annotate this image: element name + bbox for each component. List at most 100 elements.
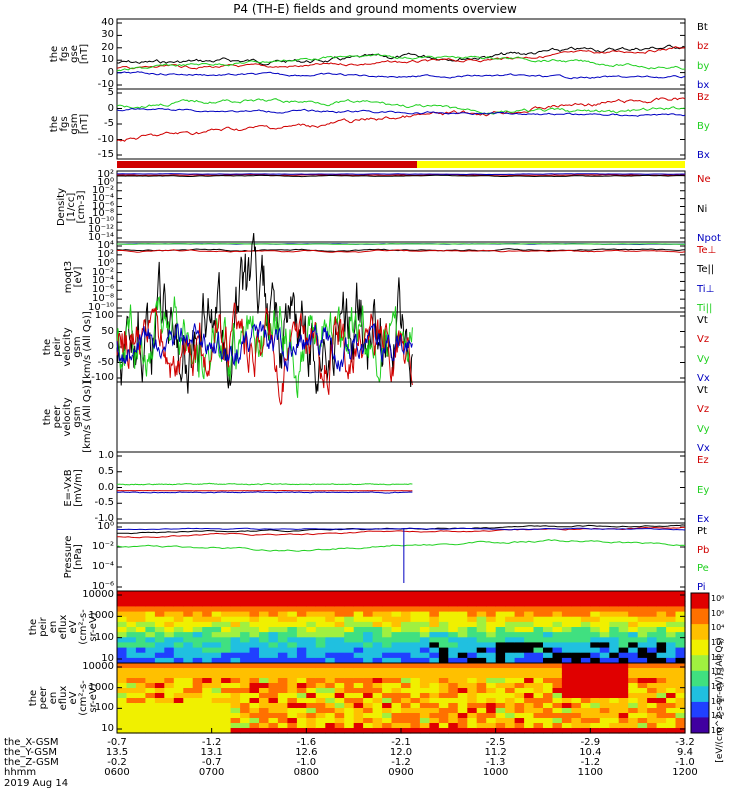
spectrogram-cell xyxy=(401,698,412,704)
spectrogram-cell xyxy=(495,616,506,623)
spectrogram-cell xyxy=(183,647,194,654)
spectrogram-cell xyxy=(154,621,165,628)
spectrogram-cell xyxy=(391,683,402,689)
y-tick-label: 10 xyxy=(101,653,114,664)
y-tick-label: 10⁰ xyxy=(97,521,114,532)
spectrogram-cell xyxy=(353,698,364,704)
spectrogram-cell xyxy=(675,591,686,597)
spectrogram-cell xyxy=(467,718,478,724)
spectrogram-cell xyxy=(315,708,326,714)
spectrogram-cell xyxy=(183,637,194,643)
spectrogram-cell xyxy=(647,688,658,694)
spectrogram-cell xyxy=(580,703,591,709)
spectrogram-cell xyxy=(173,596,184,602)
spectrogram-cell xyxy=(277,688,288,694)
x-tick-label-z-gsm: -1.3 xyxy=(485,757,506,768)
spectrogram-cell xyxy=(438,693,449,699)
spectrogram-cell xyxy=(259,668,270,674)
spectrogram-cell xyxy=(173,693,184,699)
spectrogram-cell xyxy=(192,728,203,734)
spectrogram-cell xyxy=(117,668,128,674)
spectrogram-cell xyxy=(145,718,156,724)
spectrogram-cell xyxy=(126,637,137,643)
spectrogram-cell xyxy=(202,601,213,607)
spectrogram-cell xyxy=(164,718,175,724)
spectrogram-cell xyxy=(429,708,440,714)
spectrogram-cell xyxy=(230,627,241,633)
series-Pe xyxy=(116,539,686,552)
spectrogram-cell xyxy=(419,647,430,654)
spectrogram-cell xyxy=(117,611,128,618)
spectrogram-cell xyxy=(173,591,184,597)
spectrogram-cell xyxy=(372,723,383,729)
spectrogram-cell xyxy=(372,663,383,669)
spectrogram-cell xyxy=(382,693,393,699)
spectrogram-cell xyxy=(543,703,554,709)
spectrogram-cell xyxy=(401,683,412,689)
spectrogram-cell xyxy=(467,673,478,679)
spectrogram-cell xyxy=(533,621,544,628)
spectrogram-cell xyxy=(561,657,572,664)
spectrogram-cell xyxy=(429,673,440,679)
spectrogram-cell xyxy=(495,713,506,719)
spectrogram-cell xyxy=(637,713,648,719)
spectrogram-cell xyxy=(618,673,629,679)
spectrogram-cell xyxy=(448,663,459,669)
spectrogram-cell xyxy=(382,673,393,679)
y-tick-label: -10 xyxy=(97,133,114,145)
spectrogram-cell xyxy=(647,683,658,689)
spectrogram-cell xyxy=(372,678,383,684)
spectrogram-cell xyxy=(126,606,137,613)
spectrogram-cell xyxy=(135,606,146,613)
spectrogram-cell xyxy=(344,606,355,613)
spectrogram-cell xyxy=(410,708,421,714)
spectrogram-cell xyxy=(202,596,213,602)
spectrogram-cell xyxy=(552,606,563,613)
spectrogram-cell xyxy=(391,688,402,694)
legend-bt: Bt xyxy=(697,22,708,33)
spectrogram-cell xyxy=(135,621,146,628)
x-tick-label-z-gsm: -1.2 xyxy=(580,757,601,768)
spectrogram-cell xyxy=(419,718,430,724)
spectrogram-cell xyxy=(249,652,260,659)
spectrogram-cell xyxy=(628,611,639,618)
spectrogram-cell xyxy=(571,647,582,654)
spectrogram-cell xyxy=(344,616,355,623)
y-tick-label: 10⁻⁴ xyxy=(91,192,114,204)
spectrogram-cell xyxy=(164,627,175,633)
spectrogram-cell xyxy=(259,642,270,649)
y-axis-label: [nT] xyxy=(79,113,90,135)
spectrogram-cell xyxy=(202,713,213,719)
spectrogram-cell xyxy=(675,652,686,659)
spectrogram-cell xyxy=(296,718,307,724)
spectrogram-cell xyxy=(552,723,563,729)
spectrogram-cell xyxy=(457,657,468,664)
spectrogram-cell xyxy=(467,668,478,674)
spectrogram-cell xyxy=(410,647,421,654)
spectrogram-cell xyxy=(514,611,525,618)
spectrogram-cell xyxy=(429,668,440,674)
spectrogram-cell xyxy=(514,642,525,649)
spectrogram-cell xyxy=(599,708,610,714)
spectrogram-cell xyxy=(476,683,487,689)
spectrogram-cell xyxy=(382,718,393,724)
spectrogram-cell xyxy=(259,637,270,643)
spectrogram-cell xyxy=(590,673,601,679)
spectrogram-cell xyxy=(618,688,629,694)
spectrogram-cell xyxy=(268,718,279,724)
spectrogram-cell xyxy=(505,693,516,699)
spectrogram-cell xyxy=(666,718,677,724)
spectrogram-cell xyxy=(391,657,402,664)
spectrogram-cell xyxy=(325,663,336,669)
spectrogram-cell xyxy=(382,611,393,618)
spectrogram-cell xyxy=(391,621,402,628)
spectrogram-cell xyxy=(240,616,251,623)
spectrogram-cell xyxy=(353,642,364,649)
spectrogram-cell xyxy=(126,723,137,729)
spectrogram-cell xyxy=(675,606,686,613)
spectrogram-cell xyxy=(571,728,582,734)
spectrogram-cell xyxy=(202,663,213,669)
spectrogram-cell xyxy=(524,627,535,633)
spectrogram-cell xyxy=(325,621,336,628)
spectrogram-cell xyxy=(391,723,402,729)
